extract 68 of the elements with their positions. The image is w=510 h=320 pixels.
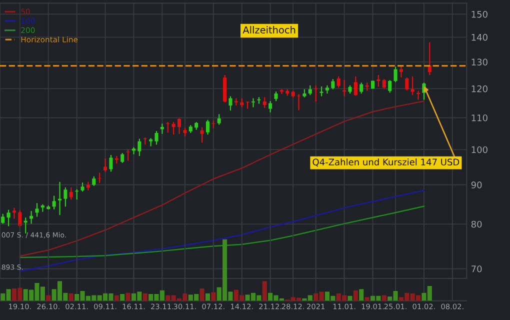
- bar: [364, 297, 370, 301]
- candlestick: [217, 114, 221, 126]
- candlestick: [52, 195, 56, 210]
- candlestick: [240, 98, 244, 108]
- bar: [205, 293, 210, 301]
- candlestick: [382, 78, 386, 90]
- candlestick: [160, 123, 164, 134]
- y-tick-label: 110: [472, 114, 488, 122]
- y-tick-label: 150: [472, 10, 488, 18]
- bar: [262, 281, 267, 301]
- bar: [200, 288, 204, 301]
- y-tick-label: 90: [471, 182, 482, 188]
- y-tick-label: 120: [472, 85, 488, 92]
- candlestick: [35, 202, 39, 218]
- bar: [359, 289, 364, 301]
- y-tick-label: 70: [472, 265, 482, 272]
- candlestick: [206, 119, 210, 136]
- candlestick: [274, 90, 278, 102]
- candlestick: [280, 88, 284, 95]
- bar: [126, 292, 130, 301]
- candlestick: [1, 213, 5, 224]
- candlestick: [109, 154, 113, 172]
- candlestick: [228, 96, 232, 112]
- candlestick: [138, 138, 142, 157]
- candlestick: [126, 149, 130, 162]
- candlestick: [410, 76, 414, 96]
- candlestick: [132, 146, 136, 155]
- candlestick: [172, 121, 176, 136]
- candlestick: [394, 66, 398, 83]
- bar: [142, 293, 148, 301]
- candlestick: [399, 66, 403, 78]
- candlestick: [178, 118, 182, 134]
- candlestick: [308, 84, 312, 96]
- candlestick: [268, 100, 272, 113]
- candlestick: [331, 78, 335, 90]
- candlestick: [388, 80, 392, 94]
- candlestick: [297, 93, 301, 111]
- candlestick: [200, 126, 204, 144]
- bar: [348, 296, 352, 301]
- annotation: Q4-Zahlen und Kursziel 147 USD: [312, 158, 460, 166]
- candlestick: [251, 98, 256, 108]
- bar: [211, 292, 216, 301]
- candlestick: [376, 74, 380, 88]
- candlestick: [120, 152, 124, 164]
- candlestick: [405, 76, 409, 91]
- y-tick-label: 130: [472, 58, 488, 66]
- y-tick-label: 100: [472, 146, 488, 154]
- candlestick: [223, 74, 227, 103]
- y-tick-label: 140: [472, 34, 488, 41]
- candlestick: [262, 96, 266, 108]
- candlestick: [92, 176, 96, 186]
- candlestick: [98, 172, 102, 184]
- candlestick: [154, 130, 158, 146]
- candlestick: [336, 76, 340, 88]
- candlestick: [69, 186, 73, 200]
- candlestick: [360, 82, 364, 94]
- bar: [353, 290, 358, 301]
- y-tick-label: 80: [471, 220, 482, 228]
- candlestick: [354, 76, 358, 96]
- bar: [120, 294, 125, 301]
- candlestick: [58, 181, 62, 216]
- candlestick: [12, 207, 16, 220]
- candlestick: [104, 158, 108, 173]
- candlestick: [64, 186, 68, 208]
- candlestick: [24, 216, 28, 234]
- candlestick: [6, 209, 10, 227]
- annotation: Allzeithoch: [242, 26, 296, 34]
- bar: [68, 293, 74, 301]
